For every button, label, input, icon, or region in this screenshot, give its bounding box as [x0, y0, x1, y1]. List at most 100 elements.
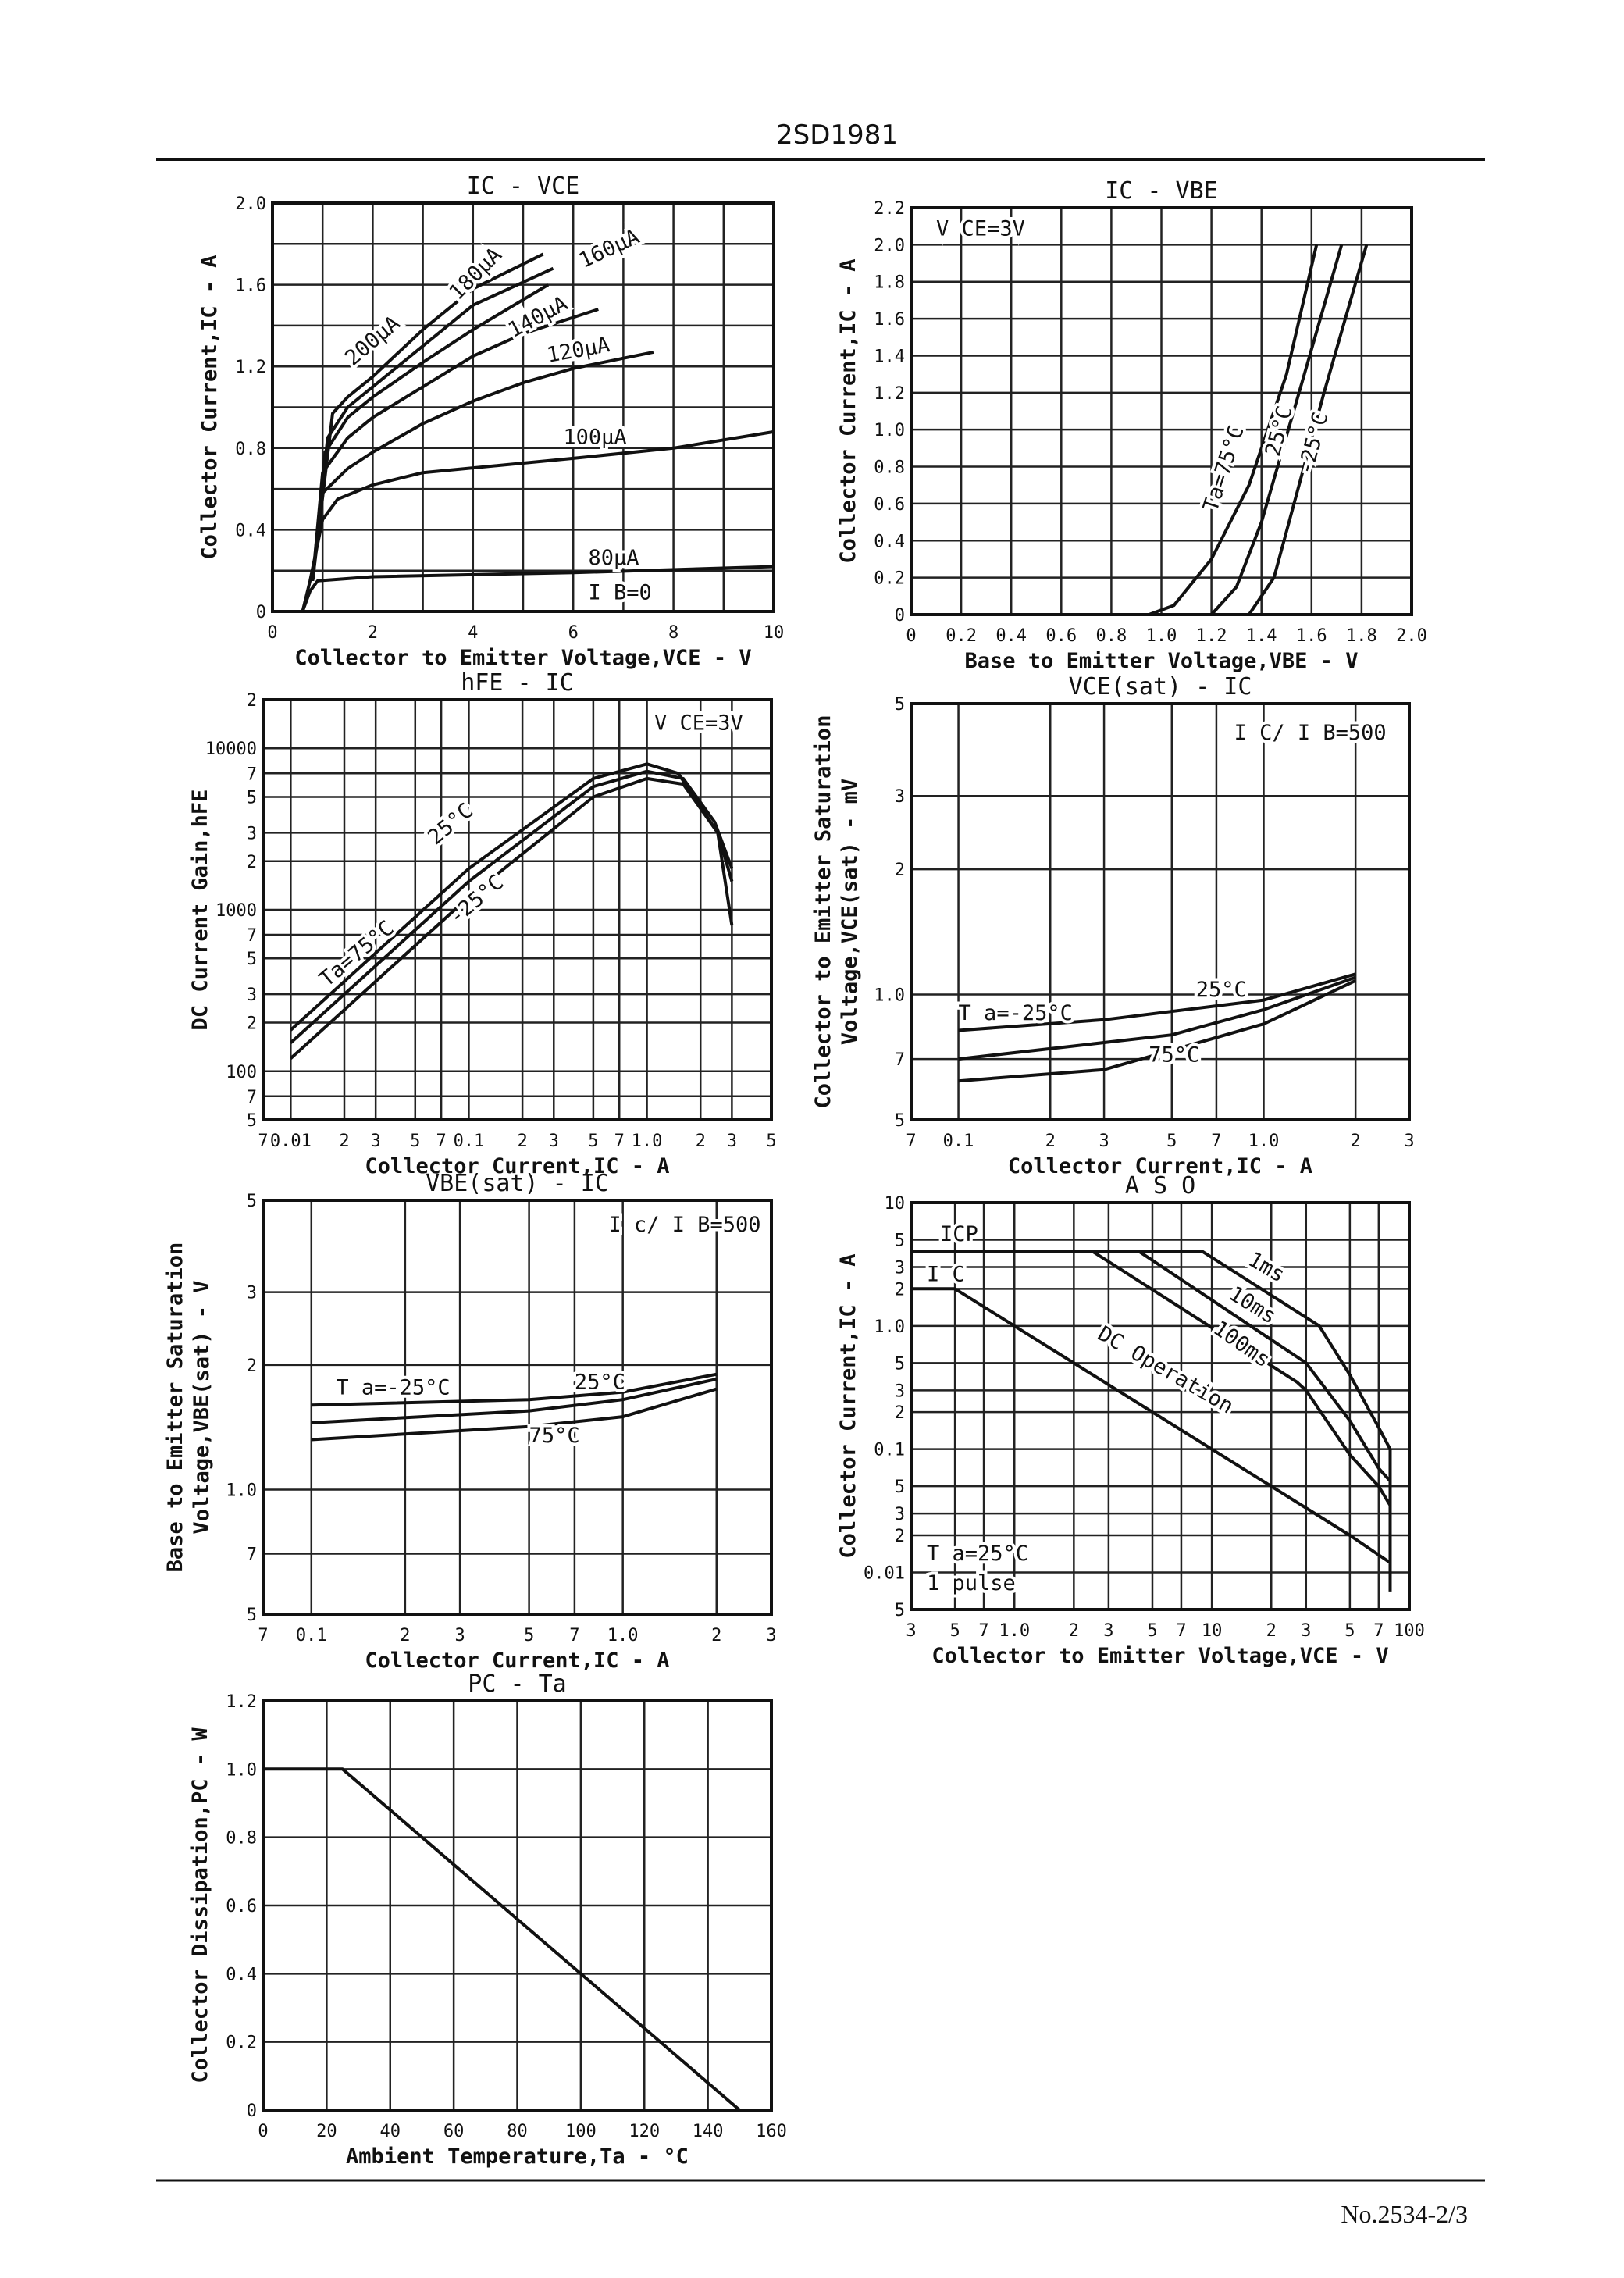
x-tick-label: 6: [568, 623, 579, 643]
curve-annotation: I B=0: [588, 580, 651, 604]
y-tick-label: 2: [247, 853, 257, 872]
y-tick-label: 0.01: [864, 1563, 905, 1583]
series-line: [1148, 244, 1319, 616]
x-tick-label: 7: [258, 1132, 268, 1151]
chart-title: VBE(sat) - IC: [426, 1170, 609, 1197]
y-axis-label: Collector Current,IC - A: [836, 258, 860, 563]
curve-annotation: -25°C: [444, 870, 508, 929]
y-tick-label: 0.4: [235, 521, 266, 540]
y-tick-label: 0: [895, 606, 905, 626]
x-tick-label: 5: [949, 1621, 960, 1641]
y-tick-label: 1.8: [874, 273, 905, 293]
chart-title: VCE(sat) - IC: [1069, 673, 1252, 701]
x-tick-label: 1.0: [1146, 626, 1177, 646]
x-tick-label: 3: [727, 1132, 737, 1151]
x-tick-label: 2.0: [1396, 626, 1427, 646]
x-tick-label: 1.0: [632, 1132, 663, 1151]
curve-annotation: 160µA: [575, 225, 643, 273]
curve-annotation: 140µA: [504, 291, 572, 343]
series-line: [958, 979, 1357, 1083]
x-tick-label: 5: [1166, 1132, 1177, 1151]
y-tick-label: 7: [247, 1545, 257, 1565]
y-tick-label: 5: [247, 950, 257, 969]
curve-annotation: 25°C: [1196, 978, 1247, 1002]
x-tick-label: 2: [368, 623, 378, 643]
curve-annotation: 100µA: [563, 426, 626, 450]
y-tick-label: 1.6: [874, 310, 905, 330]
x-tick-label: 7: [1176, 1621, 1186, 1641]
x-tick-label: 160: [756, 2122, 787, 2141]
x-tick-label: 1.0: [607, 1626, 639, 1645]
y-tick-label: 0.4: [226, 1965, 257, 1984]
y-tick-label: 2: [247, 691, 257, 711]
y-tick-label: 2.0: [874, 236, 905, 255]
x-tick-label: 1.0: [999, 1621, 1030, 1641]
x-tick-label: 80: [507, 2122, 528, 2141]
x-tick-label: 0.01: [270, 1132, 312, 1151]
x-tick-label: 7: [614, 1132, 625, 1151]
y-tick-label: 3: [895, 1505, 905, 1524]
x-tick-label: 0.1: [296, 1626, 327, 1645]
y-tick-label: 1.0: [874, 986, 905, 1006]
x-tick-label: 0: [906, 626, 916, 646]
curve-annotation: 75°C: [1149, 1043, 1199, 1067]
curve-annotation: 25°C: [575, 1371, 625, 1395]
x-tick-label: 1.8: [1346, 626, 1377, 646]
y-tick-label: 2: [895, 1403, 905, 1423]
chart-3: 7 0.01 2 3 5 7 0.1 2 3 5 7 1.0 2 3 5571002357100023571…: [188, 669, 777, 1178]
chart-title: A S O: [1125, 1172, 1195, 1200]
x-axis-label: Collector Current,IC - A: [365, 1649, 669, 1673]
x-tick-label: 20: [316, 2122, 337, 2141]
chart-2: 0 0.2 0.4 0.6 0.8 1.0 1.2 1.4 1.6 1.8 2.0 0 0.2 0.4 0.…: [836, 177, 1427, 673]
y-tick-label: 5: [895, 1111, 905, 1131]
curve-annotation: 1 pulse: [927, 1571, 1016, 1595]
x-tick-label: 7: [906, 1132, 916, 1151]
y-tick-label: 5: [895, 1232, 905, 1251]
chart-title: IC - VCE: [467, 173, 580, 200]
y-tick-label: 5: [247, 1192, 257, 1211]
y-tick-label: 2: [247, 1014, 257, 1034]
plot-frame: [910, 1201, 1411, 1611]
x-tick-label: 2: [1045, 1132, 1056, 1151]
curve-annotation: 25°C: [1261, 404, 1298, 459]
x-tick-label: 3: [766, 1626, 776, 1645]
curve-annotation: V CE=3V: [936, 217, 1025, 241]
x-tick-label: 7: [436, 1132, 446, 1151]
chart-title: IC - VBE: [1105, 177, 1218, 205]
series-line: [289, 769, 734, 1044]
chart-title: hFE - IC: [461, 669, 574, 697]
x-tick-label: 100: [1394, 1621, 1425, 1641]
x-axis-label: Collector to Emitter Voltage,VCE - V: [931, 1644, 1388, 1668]
part-number-header: 2SD1981: [776, 119, 898, 151]
y-axis-label: Collector Dissipation,PC - W: [188, 1727, 212, 2084]
series-line: [311, 252, 544, 582]
x-tick-label: 60: [443, 2122, 465, 2141]
y-tick-label: 2.0: [235, 194, 266, 214]
x-tick-label: 7: [569, 1626, 579, 1645]
chart-7: 0 20 40 60 80 100 120 140 160 0 0.2 0.4 0.6 0.8 1.0 1.2…: [188, 1670, 787, 2169]
y-tick-label: 2.2: [874, 199, 905, 219]
y-tick-label: 7: [895, 1050, 905, 1070]
y-tick-label: 0.4: [874, 532, 905, 551]
plot-frame: [262, 1699, 773, 2112]
x-tick-label: 5: [410, 1132, 420, 1151]
series-line: [958, 972, 1356, 1032]
series-line: [1092, 1250, 1392, 1563]
y-tick-label: 3: [895, 1381, 905, 1401]
y-tick-label: 5: [895, 1601, 905, 1620]
series-line: [1210, 244, 1344, 616]
plot-frame: [910, 206, 1413, 616]
y-tick-label: 0.2: [874, 569, 905, 589]
y-tick-label: 5: [247, 1111, 257, 1131]
y-tick-label: 1000: [215, 901, 257, 921]
x-tick-label: 3: [549, 1132, 559, 1151]
y-tick-label: 1.2: [226, 1692, 257, 1712]
y-tick-label: 5: [247, 788, 257, 807]
x-tick-label: 2: [400, 1626, 410, 1645]
y-tick-label: 3: [895, 1259, 905, 1278]
x-tick-label: 10: [764, 623, 785, 643]
x-tick-label: 1.4: [1246, 626, 1277, 646]
